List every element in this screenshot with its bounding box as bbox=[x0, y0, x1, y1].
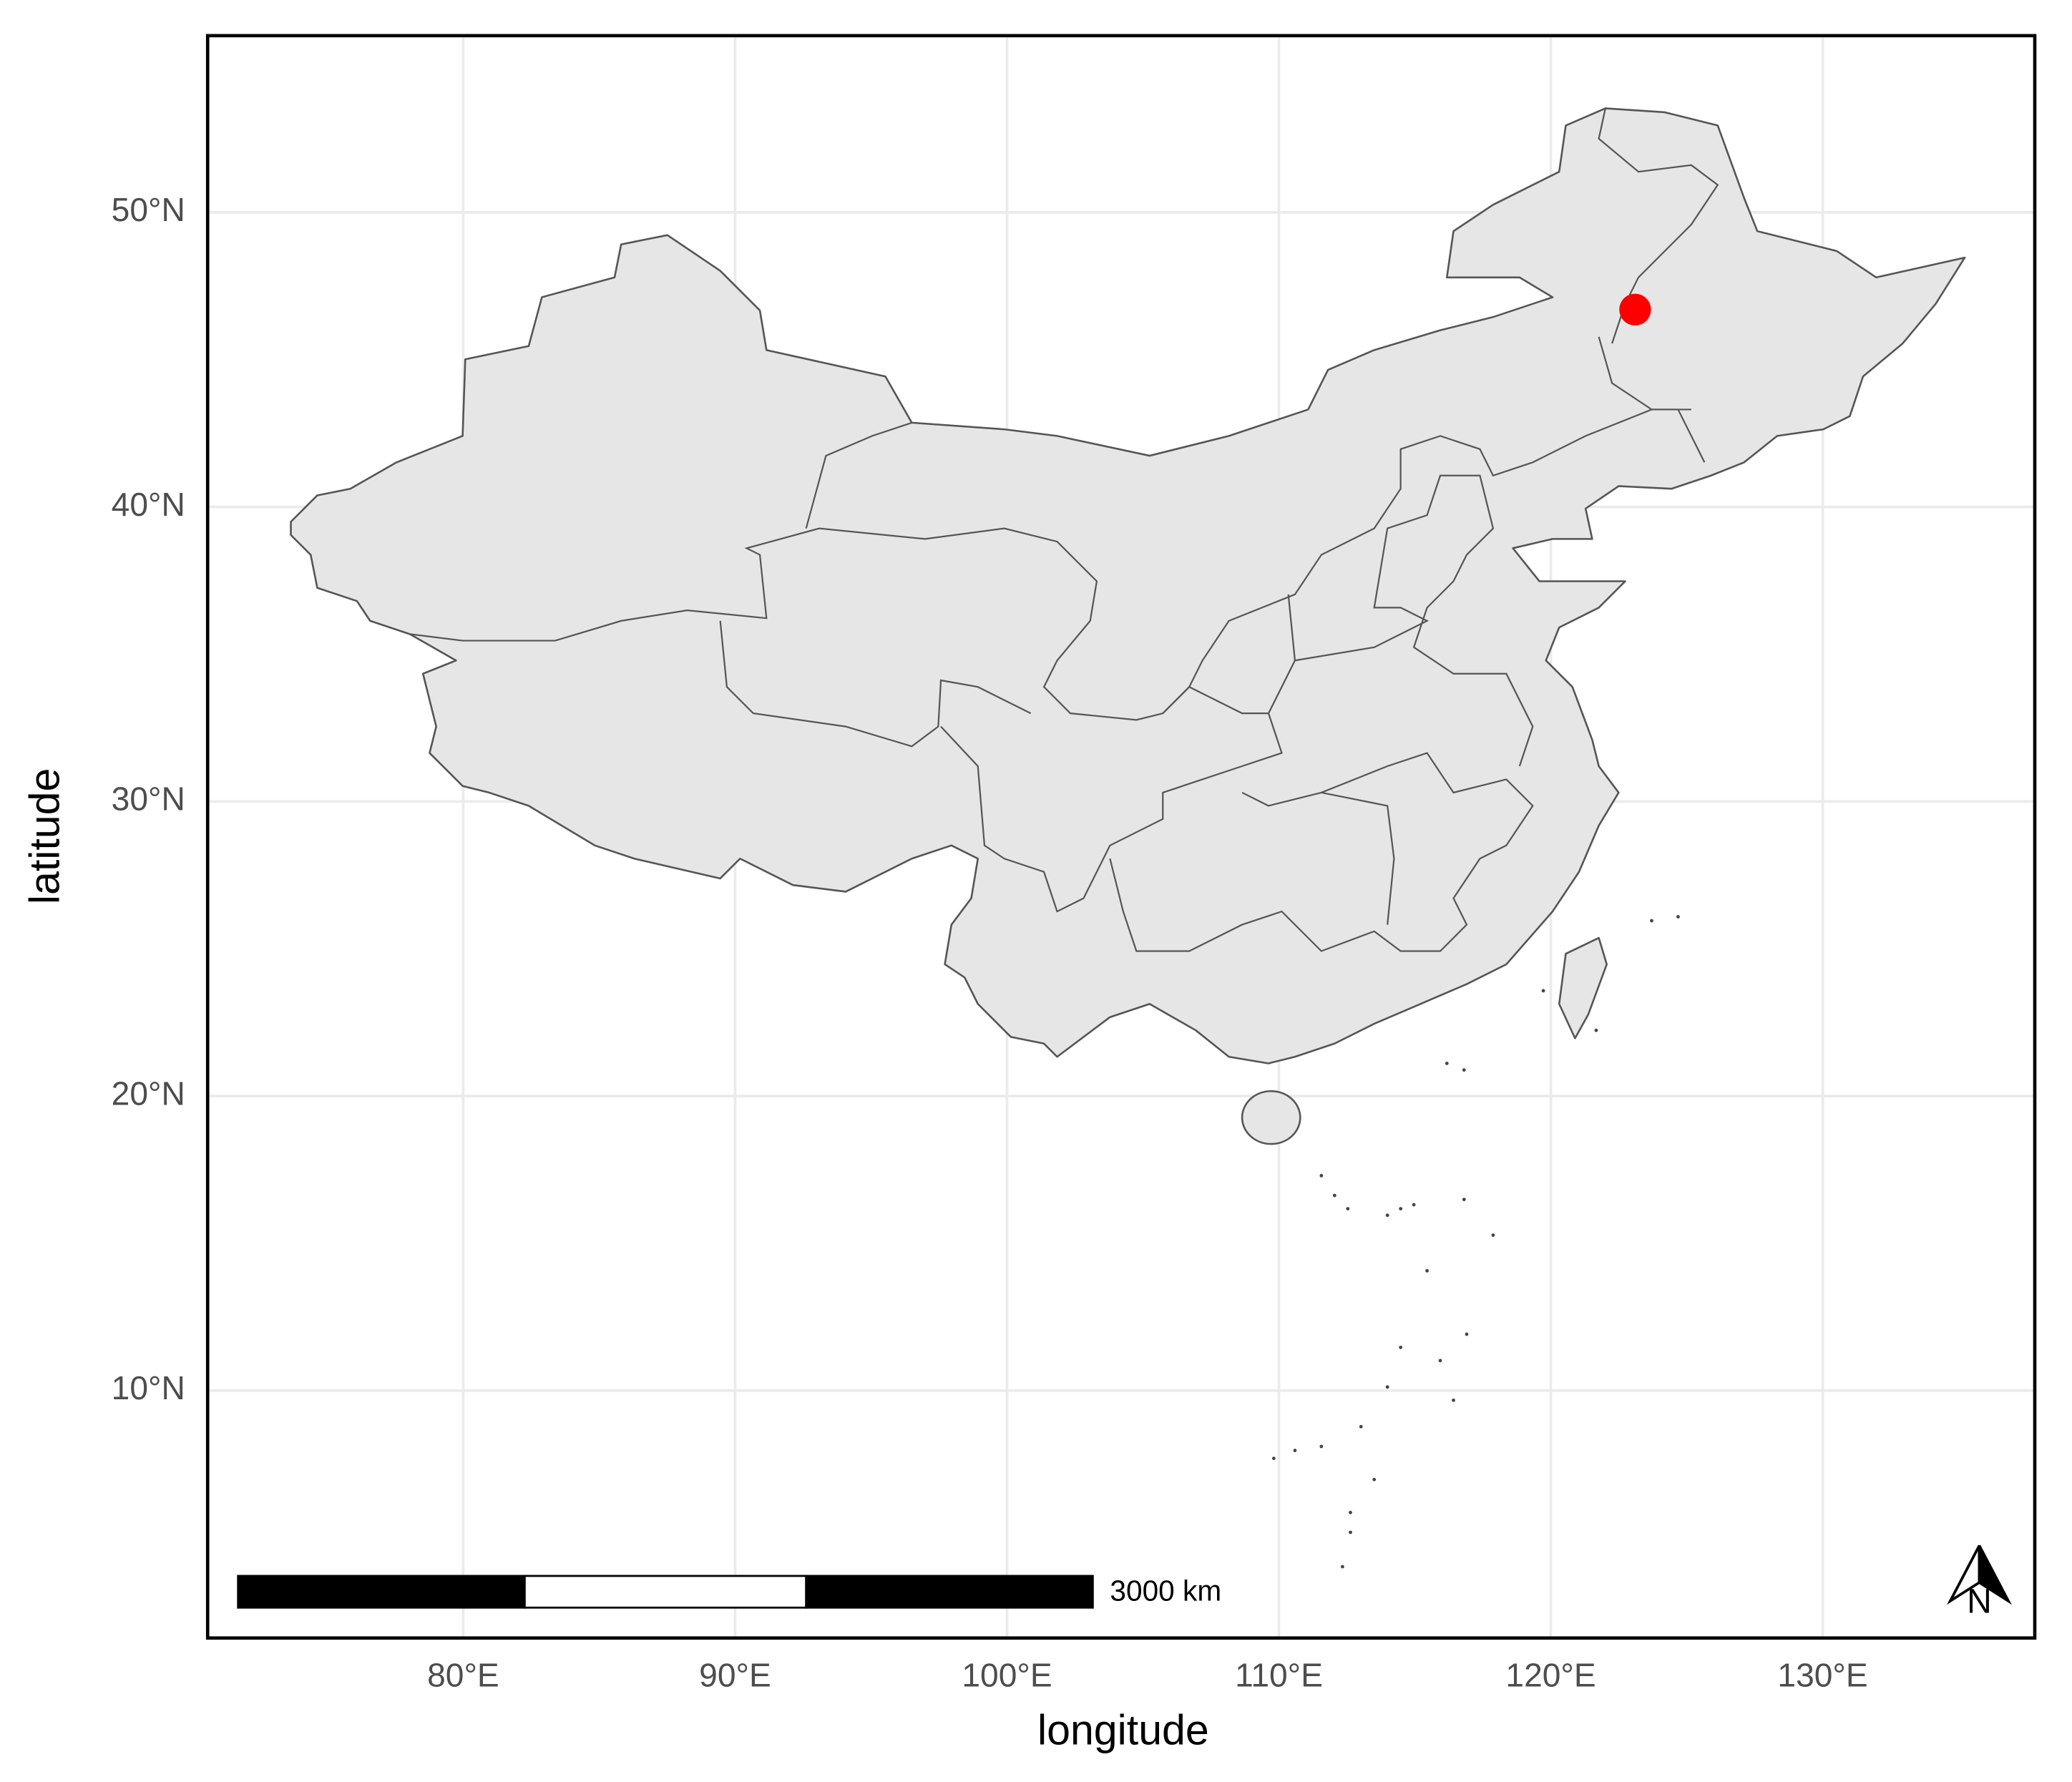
y-tick-label: 40°N bbox=[112, 486, 185, 523]
island bbox=[1349, 1510, 1352, 1514]
points bbox=[1619, 293, 1651, 325]
hainan bbox=[1241, 1090, 1301, 1145]
y-tick-label: 20°N bbox=[112, 1074, 185, 1112]
scale-segment bbox=[237, 1575, 526, 1609]
island bbox=[1425, 1268, 1429, 1273]
province-border bbox=[719, 620, 1032, 748]
mainland bbox=[290, 107, 1966, 1064]
x-tick-label: 90°E bbox=[699, 1656, 771, 1693]
island bbox=[1372, 1477, 1377, 1482]
islands bbox=[1271, 915, 1680, 1569]
scale-label: 3000 km bbox=[1110, 1575, 1221, 1607]
island bbox=[1594, 1028, 1598, 1032]
island bbox=[1319, 1444, 1324, 1449]
island bbox=[1541, 989, 1545, 993]
y-tick-label: 50°N bbox=[112, 191, 185, 228]
island bbox=[1491, 1233, 1495, 1237]
island bbox=[1359, 1424, 1363, 1429]
island bbox=[1462, 1198, 1466, 1202]
x-tick-label: 80°E bbox=[427, 1656, 499, 1693]
island bbox=[1445, 1062, 1449, 1065]
island bbox=[1399, 1346, 1403, 1349]
province-border bbox=[1598, 336, 1706, 463]
island bbox=[1332, 1193, 1336, 1198]
x-tick-label: 130°E bbox=[1777, 1656, 1867, 1693]
province-border bbox=[1294, 474, 1534, 767]
province-border bbox=[409, 408, 1691, 721]
x-tick-label: 120°E bbox=[1505, 1656, 1595, 1693]
country bbox=[290, 107, 1966, 1569]
island bbox=[1465, 1332, 1469, 1336]
island bbox=[1438, 1358, 1442, 1363]
island bbox=[1346, 1207, 1350, 1210]
scale-bar: 3000 km bbox=[237, 1575, 1221, 1609]
province-border bbox=[1109, 752, 1534, 952]
island bbox=[1676, 915, 1680, 919]
x-tick-label: 100°E bbox=[962, 1656, 1052, 1693]
province-border bbox=[1162, 685, 1269, 715]
island bbox=[1349, 1530, 1352, 1534]
x-axis-title: longitude bbox=[1037, 1706, 1209, 1753]
x-tick-label: 110°E bbox=[1235, 1656, 1323, 1693]
island bbox=[1271, 1457, 1276, 1460]
north-label: N bbox=[1967, 1582, 1992, 1620]
island bbox=[1293, 1449, 1297, 1452]
island bbox=[1650, 919, 1653, 923]
y-tick-label: 30°N bbox=[112, 780, 185, 818]
island bbox=[1385, 1385, 1389, 1389]
arrow-right bbox=[1978, 1544, 2012, 1605]
scale-segment bbox=[805, 1575, 1094, 1609]
island bbox=[1385, 1213, 1389, 1218]
island bbox=[1452, 1398, 1455, 1402]
taiwan bbox=[1558, 936, 1608, 1039]
panel-border bbox=[205, 34, 2037, 1640]
scale-segment bbox=[523, 1575, 808, 1609]
province-border bbox=[940, 594, 1296, 913]
island bbox=[1462, 1068, 1466, 1072]
y-tick-label: 10°N bbox=[112, 1369, 185, 1406]
island bbox=[1412, 1203, 1416, 1207]
location-point bbox=[1619, 293, 1651, 325]
island bbox=[1319, 1174, 1324, 1178]
province-border bbox=[1321, 791, 1395, 925]
island bbox=[1399, 1207, 1403, 1210]
north-arrow: N bbox=[1946, 1544, 2012, 1620]
y-axis-title: latitude bbox=[21, 768, 68, 905]
province-border bbox=[805, 421, 912, 529]
island bbox=[1340, 1565, 1344, 1569]
